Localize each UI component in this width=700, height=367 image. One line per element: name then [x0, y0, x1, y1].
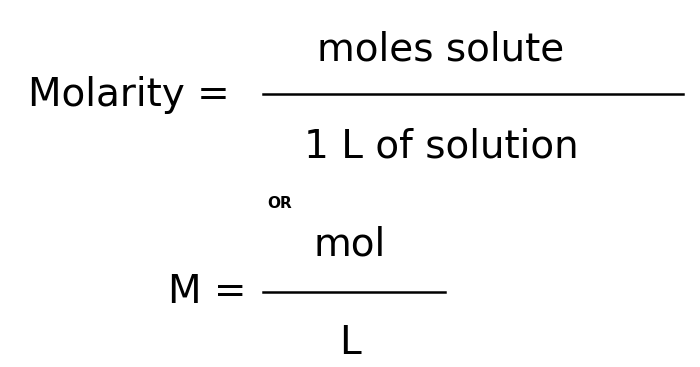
Text: moles solute: moles solute — [317, 30, 565, 69]
Text: L: L — [339, 324, 361, 362]
Text: 1 L of solution: 1 L of solution — [304, 128, 578, 166]
Text: mol: mol — [314, 225, 386, 263]
Text: OR: OR — [267, 196, 293, 211]
Text: M =: M = — [168, 273, 246, 311]
Text: Molarity =: Molarity = — [28, 76, 230, 115]
